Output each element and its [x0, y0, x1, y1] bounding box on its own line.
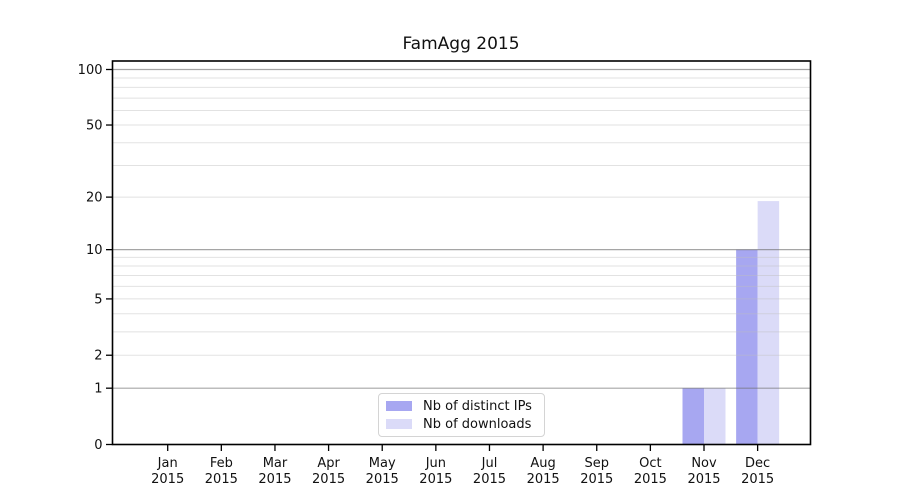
bar-nb-of-downloads-dec	[757, 201, 780, 445]
x-tick-label-oct: Oct 2015	[634, 456, 667, 487]
plot-border	[111, 60, 812, 446]
y-tick-label: 20	[86, 191, 103, 206]
x-tick-label-feb: Feb 2015	[205, 456, 238, 487]
y-tick-label: 100	[78, 63, 103, 78]
y-tick-label: 5	[94, 292, 102, 307]
x-tick-label-jul: Jul 2015	[473, 456, 506, 487]
bar-nb-of-downloads-nov	[704, 388, 726, 445]
x-tick-label-jan: Jan 2015	[151, 456, 184, 487]
y-tick-label: 1	[94, 382, 102, 397]
y-tick-label: 0	[94, 438, 102, 453]
chart-legend: Nb of distinct IPs Nb of downloads	[378, 393, 545, 437]
x-tick-label-sep: Sep 2015	[580, 456, 613, 487]
legend-label-downloads: Nb of downloads	[423, 416, 532, 432]
y-tick-label: 2	[94, 349, 102, 364]
y-tick-label: 10	[86, 243, 103, 258]
x-tick-label-nov: Nov 2015	[687, 456, 720, 487]
x-tick-label-mar: Mar 2015	[258, 456, 291, 487]
bar-nb-of-distinct-ips-nov	[682, 388, 704, 445]
x-tick-label-apr: Apr 2015	[312, 456, 345, 487]
x-tick-label-may: May 2015	[366, 456, 399, 487]
y-tick-label: 50	[86, 119, 103, 134]
legend-swatch-distinct-ips	[386, 401, 412, 411]
legend-swatch-downloads	[386, 419, 412, 429]
bar-nb-of-distinct-ips-dec	[736, 249, 758, 445]
legend-item-downloads: Nb of downloads	[386, 416, 538, 432]
x-tick-label-jun: Jun 2015	[419, 456, 452, 487]
legend-label-distinct-ips: Nb of distinct IPs	[423, 398, 532, 414]
x-tick-label-dec: Dec 2015	[741, 456, 774, 487]
x-tick-label-aug: Aug 2015	[527, 456, 560, 487]
chart-title: FamAgg 2015	[402, 34, 520, 54]
legend-item-distinct-ips: Nb of distinct IPs	[386, 398, 538, 414]
